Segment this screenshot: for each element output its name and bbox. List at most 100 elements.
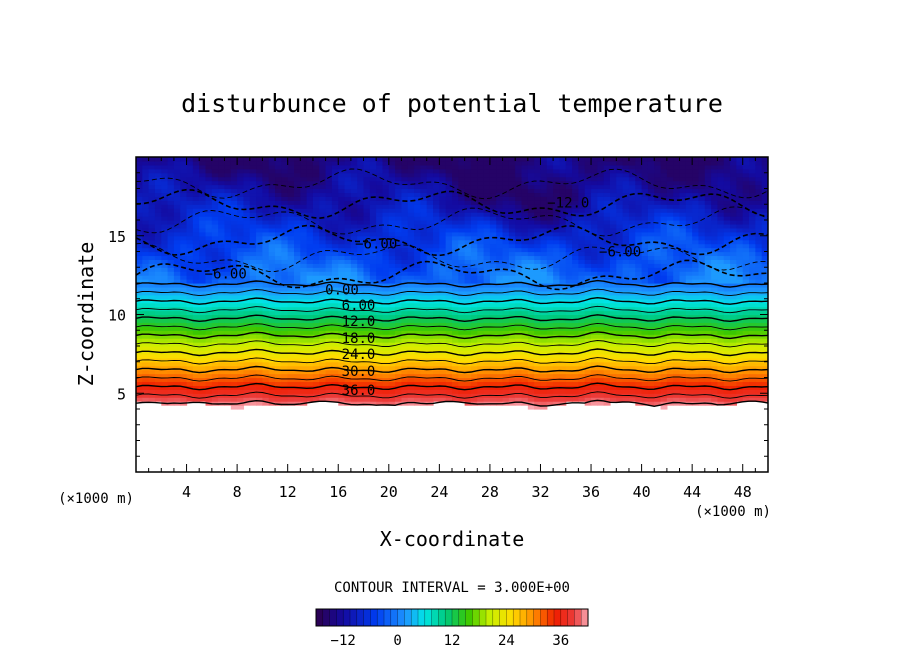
x-axis: 4 8 12 16 20 24 28 32 36 40 44 48 xyxy=(148,157,756,501)
colorbar-cell xyxy=(376,608,385,627)
contour-line-positive xyxy=(136,296,768,305)
contour-label: −6.00 xyxy=(599,245,641,261)
colorbar-cell xyxy=(417,608,426,627)
colorbar-cell xyxy=(465,608,473,627)
x-tick-label: 36 xyxy=(582,483,600,501)
x-tick-label: 32 xyxy=(531,483,549,501)
colorbar-cell xyxy=(390,608,399,627)
x-tick-label: 44 xyxy=(683,483,701,501)
contour-line-positive xyxy=(136,357,768,365)
colorbar-cell xyxy=(424,608,433,627)
y-unit-label: (×1000 m) xyxy=(58,491,134,507)
colorbar-cell xyxy=(322,608,331,627)
contour-line-positive xyxy=(136,314,768,323)
contour-line-negative xyxy=(136,188,768,220)
colorbar-cell xyxy=(506,608,514,627)
contour-line-negative xyxy=(136,168,768,200)
colorbar-cell xyxy=(451,608,460,627)
colorbar-cell xyxy=(499,608,507,627)
contour-line-positive xyxy=(136,365,768,374)
colorbar-cell xyxy=(472,608,480,627)
contour-line-positive xyxy=(136,348,768,357)
contour-line-positive xyxy=(136,382,768,391)
colorbar-cell xyxy=(431,608,439,627)
plot-area: −12.0 −6.00 −6.00 −6.00 0.006.0012.018.024.0… xyxy=(108,156,769,501)
contour-line-positive xyxy=(136,305,768,314)
x-tick-label: 20 xyxy=(380,483,398,501)
colorbar-tick-label: 0 xyxy=(393,633,401,649)
colorbar-cell xyxy=(567,608,575,627)
contour-line-positive xyxy=(136,322,768,331)
colorbar-cell xyxy=(404,608,412,627)
x-tick-label: 4 xyxy=(182,483,191,501)
colorbar-cell xyxy=(336,608,344,627)
chart-title: disturbunce of potential temperature xyxy=(181,89,723,118)
contour-line-negative xyxy=(136,259,768,291)
colorbar-cell xyxy=(492,608,501,627)
y-tick-label: 10 xyxy=(108,307,126,325)
contour-line-positive xyxy=(136,331,768,340)
colorbar-cell xyxy=(329,608,337,627)
colorbar-cell xyxy=(485,608,494,627)
colorbar-cell xyxy=(519,608,528,627)
colorbar-cell xyxy=(574,608,582,627)
colorbar-cell xyxy=(438,608,446,627)
contour-label: 0.00 xyxy=(325,282,359,298)
y-tick-label: 5 xyxy=(117,385,126,403)
contour-label: 18.0 xyxy=(342,331,376,347)
x-tick-label: 48 xyxy=(734,483,752,501)
colorbar-cell xyxy=(356,608,365,627)
contour-lines xyxy=(136,168,768,408)
x-tick-label: 40 xyxy=(633,483,651,501)
colorbar-cell xyxy=(349,608,358,627)
contour-line-negative xyxy=(136,242,768,272)
colorbar-tick-label: 36 xyxy=(552,633,569,649)
colorbar-cell xyxy=(553,608,562,627)
colorbar-cell xyxy=(540,608,548,627)
colorbar-ticks: −12 0 12 24 36 xyxy=(331,633,570,649)
contour-labels: −12.0 −6.00 −6.00 −6.00 0.006.0012.018.024.0… xyxy=(205,196,642,399)
contour-label: 36.0 xyxy=(342,383,376,399)
colorbar-cell xyxy=(370,608,378,627)
contour-label: −12.0 xyxy=(547,196,589,212)
contour-label: −6.00 xyxy=(355,237,397,253)
contour-line-positive xyxy=(136,391,768,399)
colorbar-tick-label: 24 xyxy=(498,633,515,649)
colorbar-cell xyxy=(526,608,535,627)
contour-label: 12.0 xyxy=(342,314,376,330)
colorbar: −12 0 12 24 36 xyxy=(315,608,589,649)
colorbar-cell xyxy=(410,608,419,627)
contour-line-negative xyxy=(136,206,768,237)
colorbar-cell xyxy=(383,608,392,627)
contour-line-positive xyxy=(136,399,768,408)
x-tick-label: 16 xyxy=(329,483,347,501)
colorbar-cell xyxy=(580,608,589,627)
colorbar-cell xyxy=(363,608,371,627)
colorbar-cell xyxy=(315,608,324,627)
x-tick-label: 12 xyxy=(279,483,297,501)
colorbar-cell xyxy=(478,608,487,627)
y-axis-title: Z-coordinate xyxy=(74,242,98,387)
x-tick-label: 24 xyxy=(430,483,448,501)
contour-label: −6.00 xyxy=(205,267,247,283)
contour-line-negative xyxy=(136,224,768,257)
x-tick-label: 28 xyxy=(481,483,499,501)
colorbar-cell xyxy=(546,608,555,627)
x-axis-title: X-coordinate xyxy=(380,527,525,551)
colorbar-frame xyxy=(315,608,589,627)
colorbar-cell xyxy=(342,608,351,627)
colorbar-cells xyxy=(315,608,589,627)
contour-line-positive xyxy=(136,374,768,382)
colorbar-cell xyxy=(512,608,521,627)
colorbar-cell xyxy=(397,608,405,627)
colorbar-cell xyxy=(444,608,453,627)
colorbar-cell xyxy=(458,608,467,627)
contour-label: 6.00 xyxy=(342,298,376,314)
contour-interval-label: CONTOUR INTERVAL = 3.000E+00 xyxy=(334,580,570,596)
x-tick-label: 8 xyxy=(233,483,242,501)
colorbar-cell xyxy=(560,608,569,627)
contour-line-positive xyxy=(136,288,768,297)
colorbar-tick-label: −12 xyxy=(331,633,356,649)
x-unit-label: (×1000 m) xyxy=(695,504,771,520)
